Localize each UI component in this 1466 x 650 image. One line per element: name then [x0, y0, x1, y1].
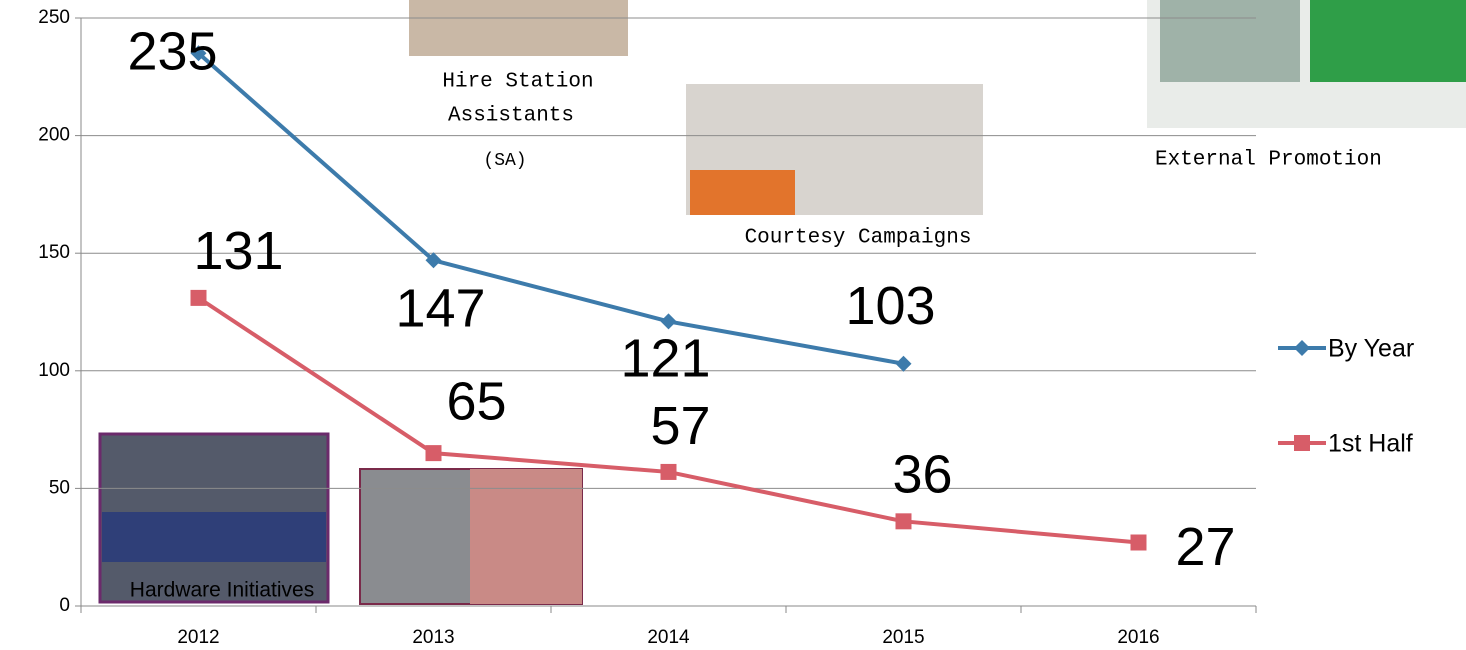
- legend-label: 1st Half: [1328, 430, 1413, 458]
- marker: [895, 355, 912, 372]
- photo-platform-wall: [470, 469, 582, 604]
- marker: [1294, 340, 1310, 356]
- photo-sa: [409, 0, 628, 56]
- data-label: 121: [620, 329, 710, 389]
- x-tick-label: 2012: [177, 627, 219, 648]
- data-label: 131: [193, 221, 283, 281]
- annotation: External Promotion: [1155, 149, 1382, 172]
- annotation: Courtesy Campaigns: [745, 227, 972, 250]
- photo-external-door: [1160, 0, 1300, 82]
- marker: [1294, 435, 1310, 451]
- annotation: Hardware Initiatives: [130, 579, 314, 602]
- marker: [425, 252, 442, 269]
- photo-courtesy-sign: [690, 170, 795, 215]
- x-tick-label: 2014: [647, 627, 690, 648]
- marker: [660, 313, 677, 330]
- data-label: 65: [446, 371, 506, 431]
- data-label: 36: [892, 445, 952, 505]
- y-tick-label: 100: [38, 360, 70, 381]
- legend-label: By Year: [1328, 335, 1414, 363]
- photo-external-sign: [1310, 0, 1466, 82]
- marker: [425, 445, 442, 462]
- y-tick-label: 200: [38, 125, 70, 146]
- x-tick-label: 2015: [882, 627, 924, 648]
- y-tick-label: 150: [38, 242, 70, 263]
- x-tick-label: 2013: [412, 627, 454, 648]
- marker: [1130, 534, 1147, 551]
- y-tick-label: 50: [49, 477, 70, 498]
- data-label: 27: [1175, 517, 1235, 577]
- data-label: 57: [650, 396, 710, 456]
- marker: [895, 513, 912, 530]
- marker: [190, 289, 207, 306]
- y-tick-label: 250: [38, 7, 70, 28]
- x-tick-label: 2016: [1117, 627, 1159, 648]
- photo-hardware-floor: [102, 512, 326, 562]
- annotation: Assistants: [448, 105, 574, 128]
- data-label: 235: [127, 22, 217, 82]
- y-tick-label: 0: [59, 595, 70, 616]
- data-label: 147: [395, 279, 485, 339]
- annotation: Hire Station: [442, 71, 593, 94]
- series-line: [197, 51, 904, 366]
- marker: [660, 463, 677, 480]
- data-label: 103: [845, 276, 935, 336]
- marker: [190, 45, 207, 62]
- annotation: (SA): [483, 151, 526, 171]
